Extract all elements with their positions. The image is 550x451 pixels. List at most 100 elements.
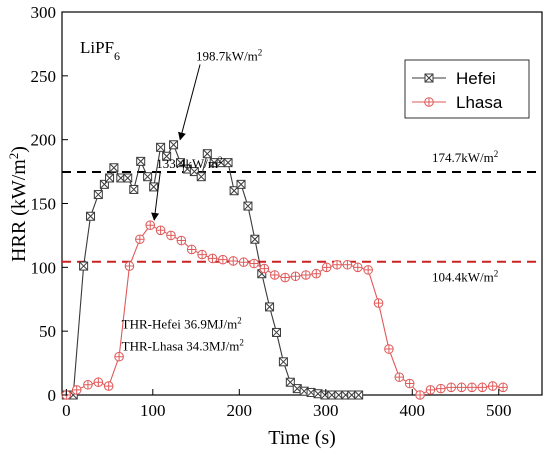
data-point-lhasa bbox=[269, 270, 280, 280]
data-point-hefei bbox=[105, 173, 115, 183]
data-point-lhasa bbox=[186, 244, 197, 255]
data-point-hefei bbox=[278, 357, 288, 367]
marker-plus bbox=[426, 385, 435, 395]
data-point-hefei bbox=[123, 173, 133, 183]
data-point-hefei bbox=[271, 327, 281, 337]
marker-x bbox=[129, 185, 139, 194]
data-point-hefei bbox=[149, 182, 159, 192]
marker-plus bbox=[197, 250, 207, 259]
data-point-lhasa bbox=[135, 234, 145, 245]
marker-x bbox=[162, 151, 172, 161]
data-point-lhasa bbox=[145, 220, 156, 231]
marker-plus bbox=[332, 260, 342, 270]
marker-plus bbox=[301, 270, 311, 280]
marker-x bbox=[279, 357, 288, 367]
data-point-lhasa bbox=[197, 249, 207, 260]
data-point-lhasa bbox=[446, 382, 456, 393]
data-point-lhasa bbox=[321, 262, 332, 273]
marker-x bbox=[354, 390, 364, 400]
data-point-lhasa bbox=[238, 257, 249, 268]
data-point-lhasa bbox=[228, 256, 239, 266]
marker-plus bbox=[239, 257, 248, 267]
data-point-lhasa bbox=[477, 382, 488, 393]
data-point-hefei bbox=[196, 172, 206, 182]
data-point-lhasa bbox=[311, 268, 322, 279]
marker-plus bbox=[415, 390, 425, 400]
marker-plus bbox=[166, 231, 176, 240]
data-point-hefei bbox=[136, 156, 146, 166]
marker-plus bbox=[446, 383, 456, 392]
legend-label: Lhasa bbox=[456, 93, 503, 112]
data-point-hefei bbox=[143, 172, 153, 182]
data-point-hefei bbox=[169, 140, 179, 150]
y-tick-label: 100 bbox=[31, 258, 57, 277]
y-tick-label: 250 bbox=[31, 67, 57, 86]
marker-plus bbox=[218, 255, 228, 264]
marker-plus bbox=[488, 381, 498, 391]
marker-plus bbox=[125, 261, 134, 271]
marker-x bbox=[223, 158, 233, 168]
data-point-lhasa bbox=[93, 377, 104, 388]
annotation-arrow bbox=[178, 64, 201, 141]
data-point-lhasa bbox=[487, 381, 498, 391]
data-point-hefei bbox=[162, 151, 172, 161]
data-point-hefei bbox=[93, 190, 103, 200]
marker-plus bbox=[94, 377, 103, 387]
marker-plus bbox=[343, 260, 352, 270]
data-point-lhasa bbox=[436, 383, 446, 394]
marker-plus bbox=[353, 263, 363, 272]
data-point-lhasa bbox=[71, 385, 82, 395]
marker-plus bbox=[457, 383, 466, 392]
marker-plus bbox=[260, 264, 269, 273]
marker-plus bbox=[135, 234, 145, 244]
data-point-hefei bbox=[354, 390, 364, 400]
data-point-lhasa bbox=[332, 259, 342, 270]
data-point-lhasa bbox=[114, 351, 124, 362]
data-point-lhasa bbox=[83, 379, 93, 390]
data-point-lhasa bbox=[103, 381, 114, 391]
legend-box bbox=[404, 59, 530, 119]
data-point-lhasa bbox=[394, 372, 405, 382]
data-point-hefei bbox=[202, 149, 212, 159]
data-point-hefei bbox=[243, 201, 253, 211]
data-point-lhasa bbox=[342, 259, 353, 270]
marker-plus bbox=[187, 245, 197, 254]
marker-plus bbox=[177, 236, 186, 245]
annotation-text: THR-Lhasa 34.3MJ/m2 bbox=[122, 337, 244, 353]
x-tick-label: 200 bbox=[227, 401, 253, 420]
marker-x bbox=[265, 302, 274, 312]
x-tick-label: 300 bbox=[313, 401, 339, 420]
x-tick-label: 0 bbox=[62, 401, 71, 420]
data-point-lhasa bbox=[290, 271, 301, 282]
legend-marker-x bbox=[424, 73, 434, 83]
marker-plus bbox=[291, 271, 300, 281]
annotation-text: 198.7kW/m2 bbox=[196, 48, 262, 64]
marker-plus bbox=[104, 381, 114, 391]
reference-label: 104.4kW/m2 bbox=[432, 269, 498, 285]
marker-x bbox=[79, 261, 88, 271]
marker-plus bbox=[249, 259, 259, 268]
marker-x bbox=[156, 142, 165, 152]
marker-plus bbox=[228, 256, 238, 266]
data-point-lhasa bbox=[249, 258, 259, 269]
y-tick-label: 200 bbox=[31, 131, 57, 150]
data-point-lhasa bbox=[363, 265, 373, 275]
marker-plus bbox=[384, 344, 394, 354]
marker-x bbox=[169, 140, 178, 150]
data-point-lhasa bbox=[384, 344, 394, 354]
x-axis-title: Time (s) bbox=[268, 427, 336, 449]
data-point-hefei bbox=[250, 234, 260, 244]
data-point-hefei bbox=[156, 142, 166, 152]
x-tick-label: 400 bbox=[400, 401, 426, 420]
marker-plus bbox=[394, 372, 404, 382]
marker-plus bbox=[374, 298, 383, 308]
data-point-lhasa bbox=[155, 225, 166, 236]
marker-x bbox=[109, 163, 119, 173]
marker-x bbox=[243, 201, 253, 211]
x-tick-label: 500 bbox=[486, 401, 512, 420]
marker-x bbox=[105, 173, 114, 183]
marker-plus bbox=[467, 383, 477, 392]
marker-plus bbox=[311, 269, 321, 279]
data-point-lhasa bbox=[467, 382, 477, 393]
data-point-lhasa bbox=[207, 253, 218, 264]
